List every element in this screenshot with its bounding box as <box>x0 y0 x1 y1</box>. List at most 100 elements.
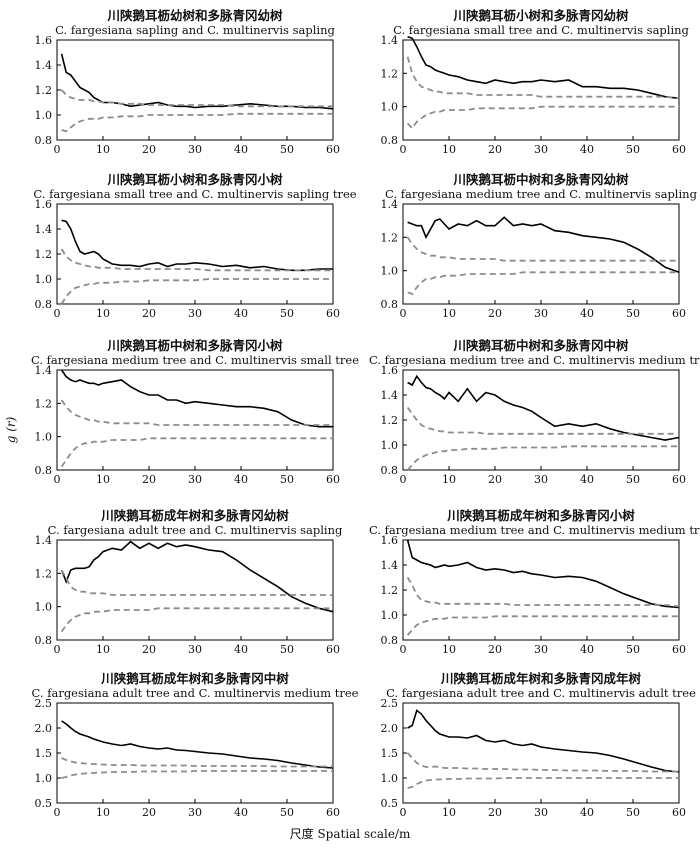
upper-envelope-line <box>60 569 333 596</box>
x-tick-label: 50 <box>280 806 294 819</box>
y-tick-label: 1.6 <box>35 34 53 47</box>
upper-envelope-line <box>406 406 679 435</box>
x-tick-label: 20 <box>142 143 156 156</box>
y-tick-label: 1.2 <box>381 231 399 244</box>
x-tick-label: 40 <box>234 473 248 486</box>
x-tick-label: 30 <box>188 473 202 486</box>
x-tick-label: 10 <box>96 143 110 156</box>
y-tick-label: 1.6 <box>35 198 53 211</box>
y-tick-label: 1.0 <box>35 109 53 122</box>
plot-frame <box>56 539 334 641</box>
x-tick-label: 10 <box>96 473 110 486</box>
x-tick-label: 50 <box>280 473 294 486</box>
observed-line <box>407 709 680 773</box>
y-tick-label: 1.4 <box>35 59 53 72</box>
observed-line <box>406 539 680 609</box>
x-tick-label: 0 <box>400 806 407 819</box>
x-tick-label: 0 <box>54 473 61 486</box>
y-tick-label: 1.4 <box>381 559 399 572</box>
y-tick-label: 2.5 <box>35 697 53 710</box>
panel-title-en: C. fargesiana adult tree and C. multiner… <box>48 523 343 537</box>
x-tick-label: 30 <box>534 643 548 656</box>
x-tick-label: 0 <box>54 806 61 819</box>
x-tick-label: 20 <box>142 473 156 486</box>
observed-line <box>407 35 680 100</box>
x-tick-label: 60 <box>326 307 340 320</box>
x-tick-label: 20 <box>488 473 502 486</box>
panel-title-en: C. fargesiana adult tree and C. multiner… <box>32 686 359 700</box>
x-tick-label: 20 <box>142 643 156 656</box>
panel-title-cn: 川陕鹅耳枥成年树和多脉青冈小树 <box>446 508 635 523</box>
y-tick-label: 1.2 <box>381 414 399 427</box>
x-tick-label: 10 <box>96 307 110 320</box>
y-tick-label: 1.2 <box>35 84 53 97</box>
upper-envelope-line <box>60 248 333 272</box>
lower-envelope-line <box>61 112 333 133</box>
x-tick-label: 10 <box>442 643 456 656</box>
x-tick-label: 20 <box>142 806 156 819</box>
panel-title-en: C. fargesiana adult tree and C. multiner… <box>386 686 696 700</box>
x-tick-label: 20 <box>142 307 156 320</box>
x-tick-label: 10 <box>442 473 456 486</box>
plot-frame <box>402 702 680 804</box>
panel-title-cn: 川陕鹅耳枥幼树和多脉青冈幼树 <box>106 8 283 23</box>
x-tick-label: 0 <box>400 473 407 486</box>
x-tick-label: 40 <box>580 643 594 656</box>
upper-envelope-line <box>60 89 333 108</box>
panel-title-cn: 川陕鹅耳枥中树和多脉青冈小树 <box>106 338 283 353</box>
plot-frame <box>56 39 334 141</box>
panel-title-en: C. fargesiana medium tree and C. multine… <box>369 353 700 367</box>
x-tick-label: 10 <box>442 143 456 156</box>
y-tick-label: 0.8 <box>381 298 399 311</box>
y-tick-label: 0.8 <box>381 134 399 147</box>
lower-envelope-line <box>61 770 333 779</box>
panel-title-en: C. fargesiana medium tree and C. multine… <box>369 523 700 537</box>
y-tick-label: 1.4 <box>381 198 399 211</box>
y-tick-label: 1.2 <box>381 584 399 597</box>
y-tick-label: 0.8 <box>381 464 399 477</box>
x-tick-label: 20 <box>488 643 502 656</box>
panel-title-cn: 川陕鹅耳枥成年树和多脉青冈成年树 <box>440 671 642 686</box>
observed-line <box>60 540 334 613</box>
y-tick-label: 1.2 <box>35 567 53 580</box>
x-tick-label: 30 <box>188 143 202 156</box>
y-tick-label: 0.8 <box>35 634 53 647</box>
x-tick-label: 40 <box>234 643 248 656</box>
y-tick-label: 1.0 <box>381 101 399 114</box>
y-tick-label: 1.4 <box>35 223 53 236</box>
x-tick-label: 50 <box>626 473 640 486</box>
x-tick-label: 60 <box>326 806 340 819</box>
x-tick-label: 30 <box>534 473 548 486</box>
lower-envelope-line <box>407 271 679 296</box>
panel-title-en: C. fargesiana small tree and C. multiner… <box>393 23 689 37</box>
y-tick-label: 0.5 <box>381 797 399 810</box>
y-tick-label: 1.0 <box>381 439 399 452</box>
x-tick-label: 10 <box>442 806 456 819</box>
observed-line <box>60 53 334 110</box>
y-tick-label: 1.0 <box>381 265 399 278</box>
y-tick-label: 2.5 <box>381 697 399 710</box>
x-tick-label: 10 <box>96 643 110 656</box>
x-tick-label: 60 <box>672 473 686 486</box>
upper-envelope-line <box>406 752 679 773</box>
x-tick-label: 50 <box>626 143 640 156</box>
plot-frame <box>402 203 680 305</box>
panel-title-cn: 川陕鹅耳枥成年树和多脉青冈中树 <box>100 671 289 686</box>
x-tick-label: 50 <box>280 643 294 656</box>
x-tick-label: 20 <box>488 307 502 320</box>
upper-envelope-line <box>61 757 333 768</box>
upper-envelope-line <box>406 236 679 262</box>
x-tick-label: 20 <box>488 143 502 156</box>
y-tick-label: 1.4 <box>381 389 399 402</box>
plot-frame <box>402 539 680 641</box>
figure-xlabel: 尺度 Spatial scale/m <box>290 826 411 841</box>
y-tick-label: 1.0 <box>35 431 53 444</box>
y-tick-label: 1.0 <box>381 609 399 622</box>
x-tick-label: 50 <box>626 643 640 656</box>
y-tick-label: 1.0 <box>35 772 53 785</box>
